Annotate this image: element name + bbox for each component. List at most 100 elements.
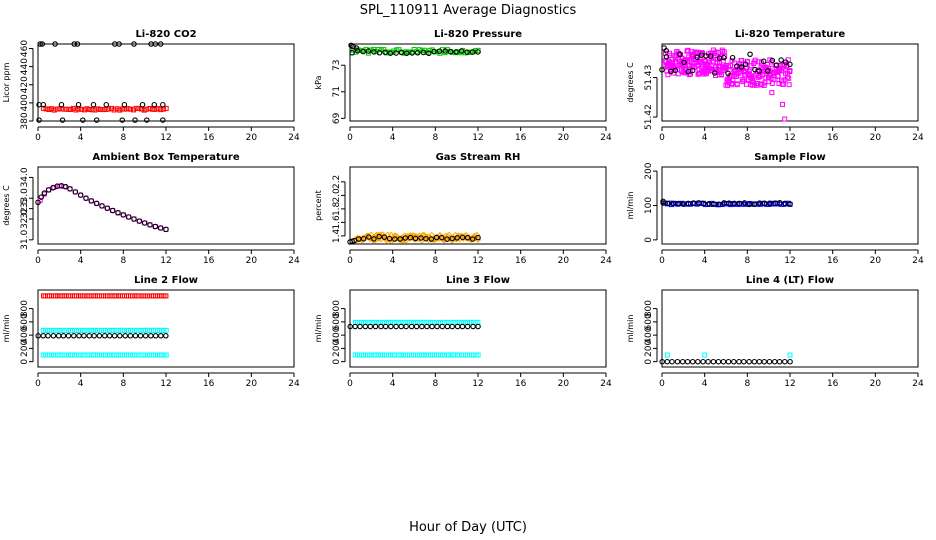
temperature-trace-point	[746, 68, 752, 74]
sample-values-point	[766, 200, 773, 206]
co2-values-point	[93, 117, 100, 123]
sample-values-point	[751, 201, 758, 207]
x-tick-label: 24	[912, 379, 924, 389]
line-3-values-point	[429, 323, 435, 330]
ambient-values-point	[157, 225, 164, 231]
co2-trace-point	[62, 106, 68, 112]
line-2-values-point	[55, 333, 62, 339]
y-tick-label: 400	[332, 326, 342, 343]
x-tick-label: 0	[659, 379, 665, 389]
y-tick-label: 31.0	[20, 230, 30, 250]
x-tick-label: 4	[78, 256, 84, 266]
ambient-values-point	[147, 222, 153, 228]
pressure-values-point	[387, 50, 394, 56]
line-4-values-point	[736, 358, 742, 365]
figure-title: SPL_110911 Average Diagnostics	[360, 3, 577, 18]
line-2-values-point	[50, 333, 57, 339]
x-tick-label: 12	[784, 256, 795, 266]
rh-values-point	[402, 235, 409, 241]
y-tick-label: 440	[20, 58, 30, 75]
ambient-values-point	[72, 189, 79, 195]
x-tick-label: 16	[515, 133, 527, 143]
line-4-markers-point	[664, 352, 670, 358]
line-3-values-point	[434, 323, 440, 330]
line-2-values-point	[132, 333, 139, 339]
co2-trace-point	[130, 107, 136, 113]
pressure-values-point	[436, 48, 443, 54]
co2-trace-point	[133, 105, 139, 111]
line-4-markers-point	[702, 352, 708, 358]
temperature-values-point	[742, 61, 749, 67]
sample-values-point	[736, 200, 743, 207]
y-tick-label: 2.0	[332, 188, 342, 203]
line-2-values-point	[148, 333, 154, 339]
x-tick-label: 12	[472, 256, 483, 266]
rh-values-point	[371, 236, 377, 242]
x-tick-label: 24	[912, 256, 924, 266]
temperature-values-point	[782, 59, 789, 65]
co2-values-point	[58, 101, 65, 108]
co2-trace-point	[51, 107, 57, 113]
pressure-values-point	[458, 48, 465, 54]
rh-values-point	[376, 233, 382, 240]
data-points	[36, 41, 169, 123]
co2-trace-point	[89, 107, 95, 113]
co2-values-point	[39, 41, 46, 47]
co2-trace-point	[103, 106, 109, 112]
data-points	[660, 198, 793, 208]
data-points	[347, 231, 482, 245]
x-tick-label: 24	[288, 379, 300, 389]
line-3-values-point	[444, 323, 451, 330]
x-tick-label: 16	[827, 133, 839, 143]
y-tick-label: 200	[20, 340, 30, 357]
x-tick-label: 8	[120, 379, 126, 389]
temperature-trace-point	[782, 116, 788, 122]
line-4-values-point	[751, 358, 758, 365]
rh-values-point	[428, 236, 435, 242]
x-axis: 0 4 8 12 16 20 24	[35, 249, 300, 266]
line-4-values-point	[669, 358, 675, 365]
x-tick-label: 24	[912, 133, 924, 143]
y-axis: 0 100 200	[644, 162, 658, 243]
ambient-values-point	[93, 200, 100, 207]
y-tick-label: 32.5	[20, 199, 30, 219]
temperature-trace-point	[780, 101, 786, 107]
y-axis-label: percent	[314, 190, 323, 221]
temperature-values-point	[764, 68, 771, 74]
y-tick-label: 600	[20, 313, 30, 330]
co2-values-point	[74, 41, 81, 47]
temperature-values-point	[689, 67, 696, 74]
temperature-values-point	[681, 59, 687, 66]
panel-title: Sample Flow	[754, 152, 826, 163]
y-tick-label: 200	[644, 162, 654, 179]
line-2-values-point	[152, 333, 159, 339]
x-tick-label: 8	[432, 379, 438, 389]
temperature-trace-point	[761, 82, 767, 88]
y-tick-label: 1.6	[332, 215, 342, 230]
rh-values-point	[459, 234, 466, 241]
x-tick-label: 16	[827, 379, 839, 389]
co2-trace-point	[106, 106, 112, 112]
panel-title: Gas Stream RH	[436, 152, 521, 163]
y-tick-label: 0	[332, 359, 342, 365]
y-tick-label: 0	[644, 359, 654, 365]
x-tick-label: 24	[288, 133, 300, 143]
data-points	[659, 45, 793, 122]
co2-values-point	[160, 101, 166, 108]
pressure-values-point	[464, 49, 470, 55]
temperature-values-point	[672, 67, 679, 74]
line-2-values-point	[137, 333, 144, 339]
y-tick-label: 380	[20, 112, 30, 129]
co2-values-point	[119, 117, 126, 123]
line-4-values-point	[679, 358, 686, 365]
pressure-values-point	[453, 49, 459, 55]
pressure-values-point	[349, 50, 355, 56]
x-axis: 0 4 8 12 16 20 24	[659, 249, 924, 266]
y-tick-label: 460	[20, 40, 30, 57]
y-axis-label: ml/min	[626, 192, 635, 220]
temperature-values-point	[721, 54, 727, 61]
x-tick-label: 4	[78, 133, 84, 143]
